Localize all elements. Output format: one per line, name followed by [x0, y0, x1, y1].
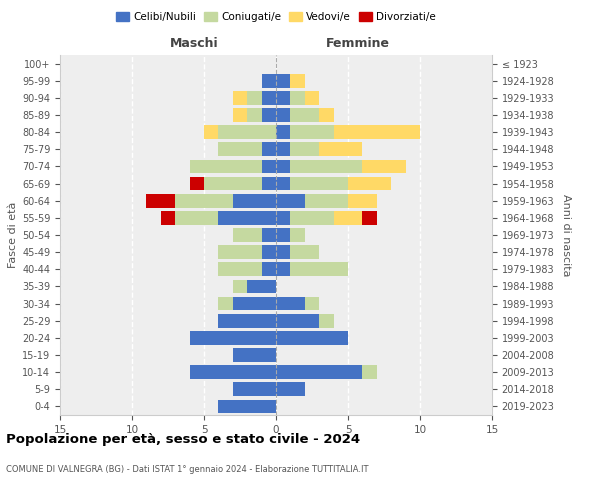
- Text: COMUNE DI VALNEGRA (BG) - Dati ISTAT 1° gennaio 2024 - Elaborazione TUTTITALIA.I: COMUNE DI VALNEGRA (BG) - Dati ISTAT 1° …: [6, 465, 368, 474]
- Bar: [305, 296, 319, 310]
- Bar: [319, 142, 362, 156]
- Bar: [262, 246, 276, 259]
- Bar: [276, 382, 305, 396]
- Bar: [305, 91, 319, 104]
- Bar: [218, 211, 276, 224]
- Bar: [233, 296, 276, 310]
- Bar: [233, 280, 247, 293]
- Bar: [290, 91, 305, 104]
- Bar: [218, 142, 262, 156]
- Bar: [247, 108, 262, 122]
- Bar: [276, 194, 305, 207]
- Bar: [276, 331, 348, 344]
- Bar: [290, 160, 362, 173]
- Bar: [305, 194, 348, 207]
- Bar: [276, 160, 290, 173]
- Bar: [262, 228, 276, 242]
- Bar: [218, 126, 276, 139]
- Bar: [262, 160, 276, 173]
- Legend: Celibi/Nubili, Coniugati/e, Vedovi/e, Divorziati/e: Celibi/Nubili, Coniugati/e, Vedovi/e, Di…: [112, 8, 440, 26]
- Bar: [233, 108, 247, 122]
- Bar: [276, 211, 290, 224]
- Bar: [190, 331, 276, 344]
- Bar: [262, 142, 276, 156]
- Bar: [348, 194, 377, 207]
- Bar: [290, 228, 305, 242]
- Bar: [362, 160, 406, 173]
- Bar: [233, 348, 276, 362]
- Bar: [218, 262, 262, 276]
- Bar: [290, 211, 334, 224]
- Bar: [290, 108, 319, 122]
- Bar: [290, 142, 319, 156]
- Bar: [262, 108, 276, 122]
- Bar: [218, 400, 276, 413]
- Bar: [276, 228, 290, 242]
- Y-axis label: Anni di nascita: Anni di nascita: [561, 194, 571, 276]
- Bar: [262, 176, 276, 190]
- Bar: [247, 280, 276, 293]
- Bar: [290, 246, 319, 259]
- Bar: [247, 91, 262, 104]
- Bar: [218, 314, 276, 328]
- Bar: [146, 194, 175, 207]
- Bar: [290, 126, 334, 139]
- Bar: [175, 194, 233, 207]
- Bar: [348, 176, 391, 190]
- Bar: [362, 211, 377, 224]
- Bar: [276, 108, 290, 122]
- Text: Popolazione per età, sesso e stato civile - 2024: Popolazione per età, sesso e stato civil…: [6, 432, 360, 446]
- Bar: [290, 176, 348, 190]
- Bar: [262, 74, 276, 88]
- Text: Maschi: Maschi: [170, 37, 218, 50]
- Bar: [218, 296, 233, 310]
- Bar: [276, 142, 290, 156]
- Y-axis label: Fasce di età: Fasce di età: [8, 202, 18, 268]
- Bar: [334, 126, 420, 139]
- Bar: [276, 176, 290, 190]
- Bar: [262, 262, 276, 276]
- Bar: [233, 194, 276, 207]
- Bar: [334, 211, 362, 224]
- Bar: [276, 296, 305, 310]
- Bar: [233, 228, 262, 242]
- Bar: [262, 91, 276, 104]
- Bar: [233, 382, 276, 396]
- Bar: [362, 366, 377, 379]
- Bar: [290, 262, 348, 276]
- Bar: [276, 366, 362, 379]
- Text: Femmine: Femmine: [326, 37, 390, 50]
- Bar: [276, 74, 290, 88]
- Bar: [276, 314, 319, 328]
- Bar: [175, 211, 218, 224]
- Bar: [276, 91, 290, 104]
- Bar: [204, 176, 262, 190]
- Bar: [319, 108, 334, 122]
- Bar: [161, 211, 175, 224]
- Bar: [276, 262, 290, 276]
- Bar: [290, 74, 305, 88]
- Bar: [218, 246, 262, 259]
- Bar: [204, 126, 218, 139]
- Bar: [276, 126, 290, 139]
- Bar: [319, 314, 334, 328]
- Bar: [190, 366, 276, 379]
- Bar: [190, 176, 204, 190]
- Bar: [190, 160, 262, 173]
- Bar: [233, 91, 247, 104]
- Bar: [276, 246, 290, 259]
